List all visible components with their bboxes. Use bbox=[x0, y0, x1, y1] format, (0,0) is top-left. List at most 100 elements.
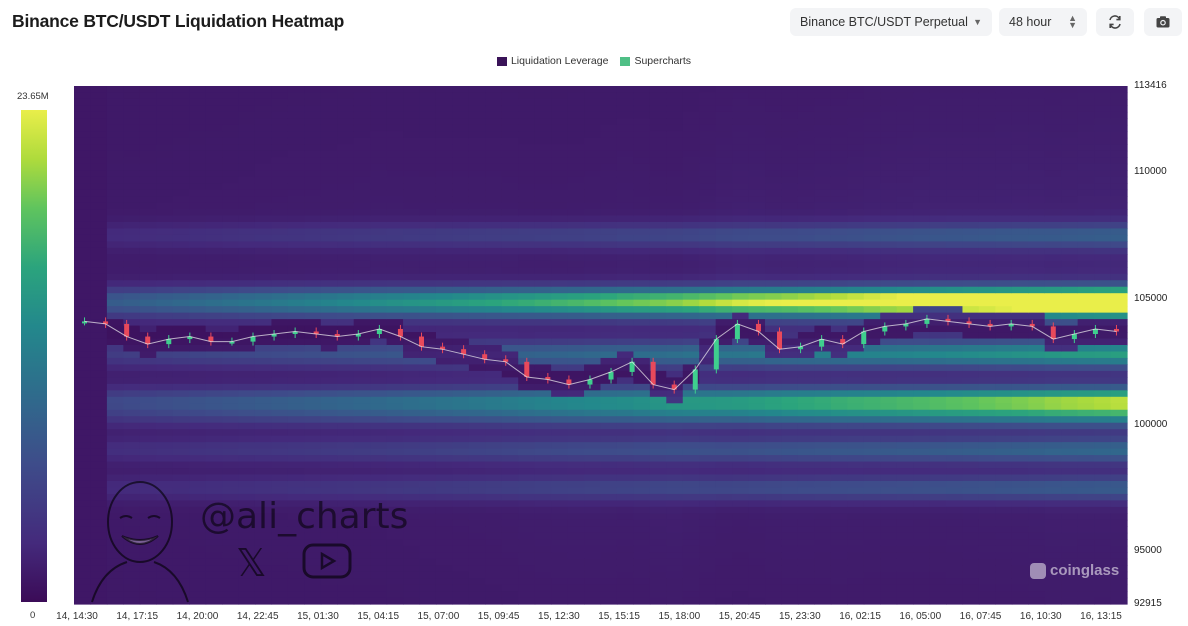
heat-cell bbox=[1061, 92, 1079, 100]
heat-cell bbox=[995, 468, 1013, 476]
heat-cell bbox=[1044, 409, 1062, 417]
heat-cell bbox=[946, 92, 964, 100]
heat-cell bbox=[814, 519, 832, 527]
heat-cell bbox=[518, 442, 536, 450]
heat-cell bbox=[403, 105, 421, 113]
heat-cell bbox=[616, 435, 634, 443]
heat-cell bbox=[452, 429, 470, 437]
heat-cell bbox=[172, 247, 190, 255]
heat-cell bbox=[254, 170, 273, 178]
heat-cell bbox=[584, 448, 602, 456]
heat-cell bbox=[649, 396, 667, 404]
heat-cell bbox=[123, 293, 141, 301]
heat-cell bbox=[699, 429, 717, 437]
heat-cell bbox=[485, 396, 503, 404]
heat-cell bbox=[600, 312, 618, 320]
legend-item-liquidation[interactable]: Liquidation Leverage bbox=[496, 55, 608, 67]
heat-cell bbox=[682, 221, 700, 230]
heat-cell bbox=[74, 532, 92, 540]
heat-cell bbox=[485, 370, 503, 378]
heat-cell bbox=[172, 124, 190, 132]
heat-cell bbox=[468, 383, 486, 391]
heat-cell bbox=[1061, 280, 1079, 288]
heat-cell bbox=[419, 390, 437, 398]
heat-cell bbox=[189, 92, 207, 100]
heat-cell bbox=[222, 260, 240, 268]
heat-cell bbox=[863, 228, 881, 236]
heat-cell bbox=[600, 273, 618, 281]
heat-cell bbox=[189, 202, 207, 210]
heat-cell bbox=[748, 403, 766, 411]
heat-cell bbox=[518, 526, 536, 534]
heat-cell bbox=[337, 202, 355, 210]
refresh-button[interactable] bbox=[1096, 8, 1134, 36]
heat-cell bbox=[403, 196, 421, 204]
heat-cell bbox=[896, 390, 914, 398]
heat-cell bbox=[304, 176, 322, 184]
heat-cell bbox=[765, 558, 783, 566]
pair-select[interactable]: Binance BTC/USDT Perpetual ▼ bbox=[790, 8, 992, 36]
heat-cell bbox=[551, 435, 569, 443]
heat-cell bbox=[978, 513, 996, 521]
heat-cell bbox=[666, 455, 684, 463]
heat-cell bbox=[880, 150, 898, 158]
heat-cell bbox=[353, 306, 371, 314]
heat-cell bbox=[649, 487, 667, 495]
heat-cell bbox=[90, 215, 108, 223]
screenshot-button[interactable] bbox=[1144, 8, 1182, 36]
heat-cell bbox=[452, 552, 470, 560]
heat-cell bbox=[765, 519, 783, 527]
heat-cell bbox=[863, 474, 881, 482]
heat-cell bbox=[748, 571, 766, 579]
heat-cell bbox=[830, 422, 848, 430]
heat-cell bbox=[1077, 170, 1095, 178]
heat-cell bbox=[501, 468, 519, 476]
heat-cell bbox=[501, 332, 519, 340]
heat-cell bbox=[452, 176, 470, 184]
heat-cell bbox=[205, 98, 223, 107]
heat-cell bbox=[584, 170, 602, 178]
heat-cell bbox=[551, 442, 569, 450]
heat-cell bbox=[946, 338, 964, 346]
heat-cell bbox=[1077, 500, 1095, 508]
heat-cell bbox=[172, 500, 190, 508]
heat-cell bbox=[501, 137, 519, 145]
heat-cell bbox=[732, 254, 750, 262]
heat-cell bbox=[797, 448, 815, 456]
heat-cell bbox=[1094, 137, 1112, 145]
heat-cell bbox=[666, 299, 684, 307]
heat-cell bbox=[567, 131, 585, 139]
heat-cell bbox=[781, 299, 799, 307]
heat-cell bbox=[616, 280, 634, 288]
heat-cell bbox=[781, 597, 799, 605]
heat-cell bbox=[403, 131, 421, 139]
heat-cell bbox=[106, 519, 124, 527]
heat-cell bbox=[880, 526, 898, 534]
heat-cell bbox=[649, 241, 667, 249]
range-select[interactable]: 48 hour ▲ ▼ bbox=[999, 8, 1087, 36]
heat-cell bbox=[584, 403, 602, 411]
heat-cell bbox=[1077, 584, 1095, 592]
heat-cell bbox=[880, 480, 898, 489]
heat-cell bbox=[320, 552, 338, 560]
heat-cell bbox=[468, 221, 486, 230]
heat-cell bbox=[304, 351, 322, 359]
heat-cell bbox=[435, 370, 454, 378]
heat-cell bbox=[353, 461, 371, 469]
heat-cell bbox=[501, 150, 519, 158]
heat-cell bbox=[913, 157, 931, 165]
heat-cell bbox=[797, 345, 815, 353]
heat-cell bbox=[748, 513, 766, 521]
heat-cell bbox=[880, 455, 898, 463]
legend-item-supercharts[interactable]: Supercharts bbox=[620, 55, 691, 67]
heat-cell bbox=[254, 578, 273, 586]
heat-cell bbox=[781, 189, 799, 197]
heat-cell bbox=[419, 461, 437, 469]
heat-cell bbox=[1077, 196, 1095, 204]
heat-cell bbox=[1094, 92, 1112, 100]
heat-cell bbox=[715, 545, 733, 553]
heat-cell bbox=[468, 267, 486, 275]
heat-cell bbox=[814, 448, 832, 456]
heat-cell bbox=[1028, 468, 1046, 476]
